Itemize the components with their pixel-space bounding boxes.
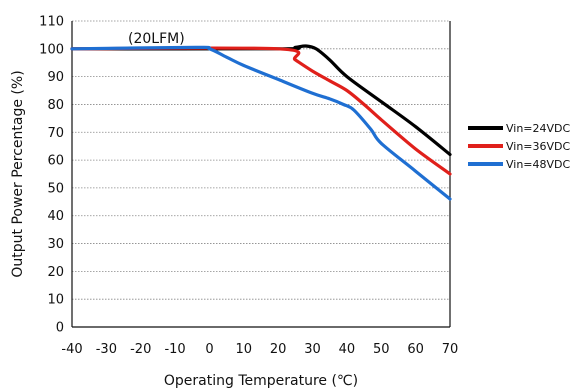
y-tick-label: 0 <box>56 321 64 336</box>
x-tick-label: 0 <box>205 342 213 357</box>
x-tick-label: 70 <box>442 342 459 357</box>
legend-label: Vin=48VDC <box>506 158 571 171</box>
x-tick-label: 10 <box>236 342 253 357</box>
y-tick-label: 40 <box>47 209 64 224</box>
x-tick-label: -40 <box>61 342 82 357</box>
series-line-1 <box>70 44 452 157</box>
x-tick-label: -30 <box>96 342 117 357</box>
y-tick-label: 30 <box>47 237 64 252</box>
x-tick-label: -10 <box>164 342 185 357</box>
x-tick-label: 40 <box>339 342 356 357</box>
y-tick-label: 110 <box>39 15 64 30</box>
annotation-label: (20LFM) <box>128 31 185 47</box>
legend: Vin=24VDC Vin=36VDC Vin=48VDC <box>468 122 571 171</box>
x-tick-label: 50 <box>373 342 390 357</box>
series-line-2 <box>70 46 452 176</box>
y-tick-labels: 0 10 20 30 40 50 60 70 80 90 100 110 <box>39 15 64 336</box>
y-tick-label: 80 <box>47 98 64 113</box>
series-lines <box>70 44 452 201</box>
legend-label: Vin=24VDC <box>506 122 571 135</box>
x-tick-label: 30 <box>304 342 321 357</box>
x-tick-label: 20 <box>270 342 287 357</box>
x-tick-labels: -40 -30 -20 -10 0 10 20 30 40 50 60 70 <box>61 342 458 357</box>
x-tick-label: -20 <box>130 342 151 357</box>
y-tick-label: 100 <box>39 42 64 57</box>
axes <box>71 21 451 328</box>
y-tick-label: 70 <box>47 126 64 141</box>
grid-lines <box>72 20 450 300</box>
x-tick-label: 60 <box>407 342 424 357</box>
y-axis-title: Output Power Percentage (%) <box>10 70 26 277</box>
y-tick-label: 60 <box>47 154 64 169</box>
series-line-3 <box>70 45 452 201</box>
x-axis-title: Operating Temperature (℃) <box>164 373 358 389</box>
y-tick-label: 10 <box>47 293 64 308</box>
legend-label: Vin=36VDC <box>506 140 571 153</box>
y-tick-label: 50 <box>47 181 64 196</box>
y-tick-label: 90 <box>47 70 64 85</box>
y-tick-label: 20 <box>47 265 64 280</box>
